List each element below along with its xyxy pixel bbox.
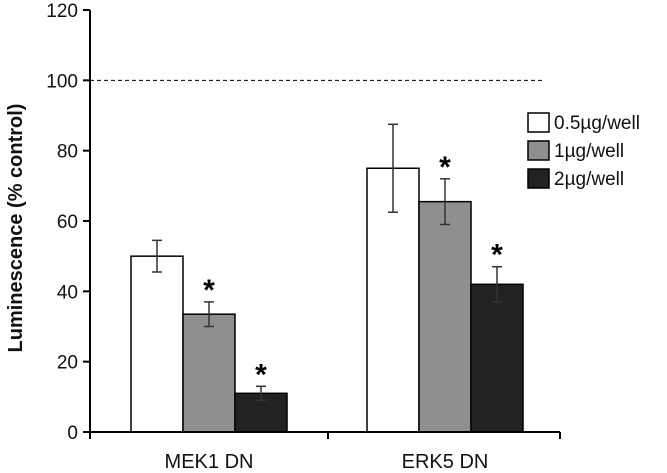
y-tick-label: 0: [67, 423, 78, 444]
legend-item: 0.5µg/well: [527, 112, 640, 134]
y-axis-label: Luminescence (% control): [5, 104, 27, 353]
legend-label: 0.5µg/well: [554, 113, 640, 134]
bar: [470, 283, 524, 433]
bar: [418, 200, 472, 433]
legend-swatch: [527, 168, 550, 189]
significance-marker: *: [203, 274, 215, 307]
y-tick-label: 20: [57, 353, 78, 374]
legend-item: 1µg/well: [527, 140, 624, 162]
significance-marker: *: [491, 239, 503, 272]
legend-item: 2µg/well: [527, 168, 624, 190]
y-tick-label: 120: [46, 1, 78, 22]
legend-label: 2µg/well: [554, 169, 624, 190]
legend-swatch: [527, 112, 550, 133]
y-ticks-layer: 0 20 40 60 80 100 120: [46, 1, 561, 444]
category-labels-layer: MEK1 DN ERK5 DN: [165, 451, 489, 473]
y-tick-label: 80: [57, 142, 78, 163]
y-tick-label: 40: [57, 282, 78, 303]
significance-marker: *: [255, 358, 267, 391]
x-category-label: ERK5 DN: [402, 451, 489, 473]
bar: [130, 255, 184, 433]
bar: [182, 313, 236, 433]
legend-label: 1µg/well: [554, 141, 624, 162]
significance-marker: *: [439, 151, 451, 184]
legend: 0.5µg/well 1µg/well 2µg/well: [527, 112, 640, 190]
y-tick-label: 60: [57, 212, 78, 233]
legend-swatch: [527, 140, 550, 161]
y-tick-label: 100: [46, 71, 78, 92]
x-category-label: MEK1 DN: [165, 451, 254, 473]
bars-layer: * * * *: [130, 123, 524, 433]
